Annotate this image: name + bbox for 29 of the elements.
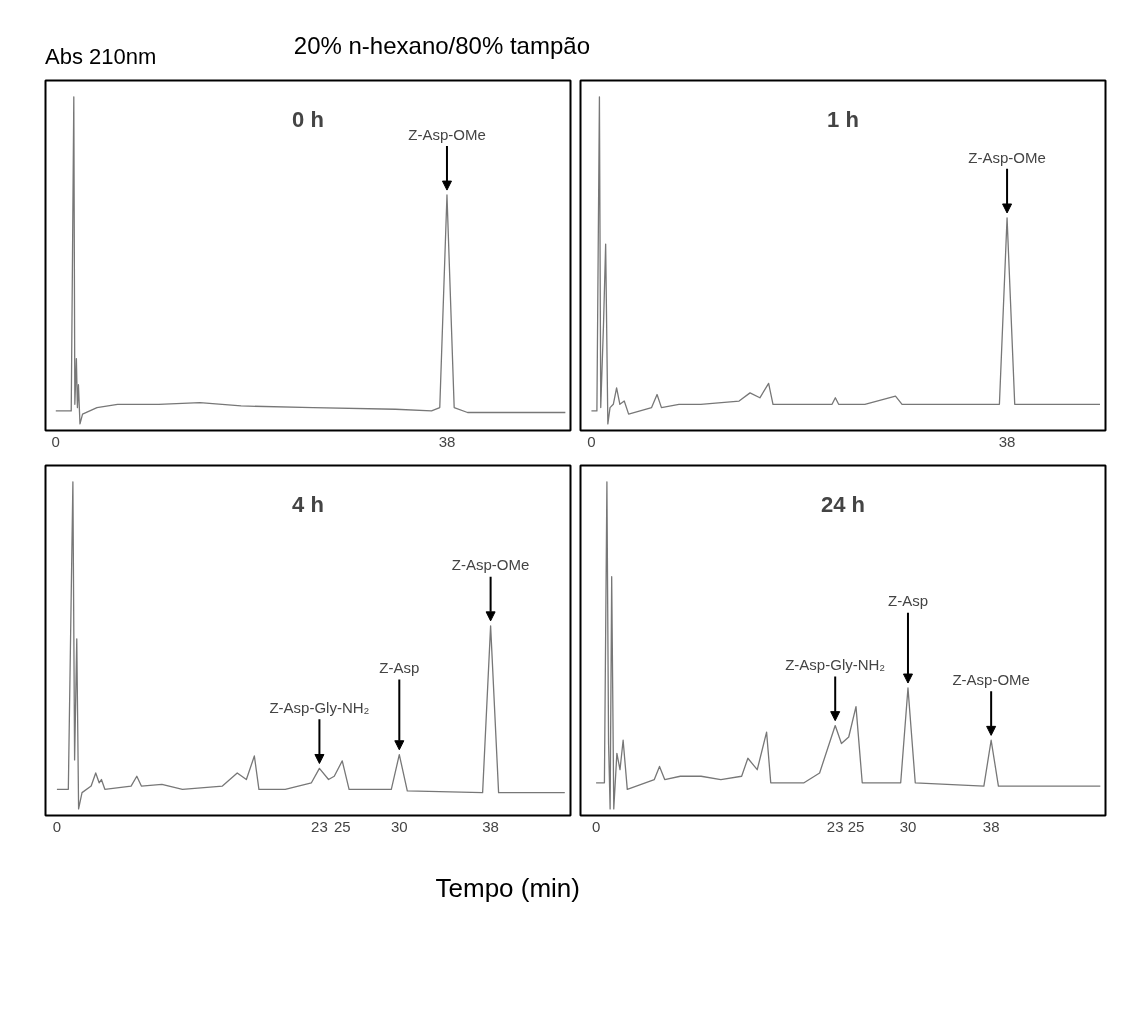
- x-axis-title: Tempo (min): [435, 872, 580, 905]
- x-tick-label: 23: [826, 817, 844, 835]
- x-tick-label: 38: [998, 432, 1016, 450]
- x-tick-label: 0: [51, 432, 60, 450]
- text: 4 h: [292, 491, 324, 517]
- text: 1 h: [827, 106, 859, 132]
- annotation: Z-Asp-Gly-NH₂: [269, 699, 370, 717]
- x-tick-label: 30: [390, 817, 408, 835]
- x-tick-label: 0: [587, 432, 596, 450]
- x-tick-label: 38: [982, 817, 1000, 835]
- annotation: Z-Asp-OMe: [968, 148, 1046, 166]
- x-tick-label: 25: [333, 817, 351, 835]
- annotation: Z-Asp-Gly-NH₂: [785, 656, 886, 674]
- y-axis-title: Abs 210nm: [45, 43, 157, 71]
- annotation: Z-Asp: [379, 659, 420, 677]
- annotation: Z-Asp-OMe: [408, 125, 486, 143]
- text: 0 h: [292, 106, 324, 132]
- annotation: Z-Asp-OMe: [952, 670, 1030, 688]
- annotation: Z-Asp: [887, 592, 928, 610]
- x-tick-label: 0: [52, 817, 62, 835]
- x-tick-label: 25: [847, 817, 865, 835]
- x-tick-label: 23: [311, 817, 328, 835]
- x-tick-label: 38: [482, 817, 499, 835]
- x-tick-label: 0: [591, 817, 601, 835]
- chart-subtitle: 20% n-hexano/80% tampão: [293, 31, 590, 61]
- x-tick-label: 30: [899, 817, 917, 835]
- annotation: Z-Asp-OMe: [451, 556, 530, 574]
- text: 24 h: [820, 491, 866, 517]
- x-tick-label: 38: [438, 432, 456, 450]
